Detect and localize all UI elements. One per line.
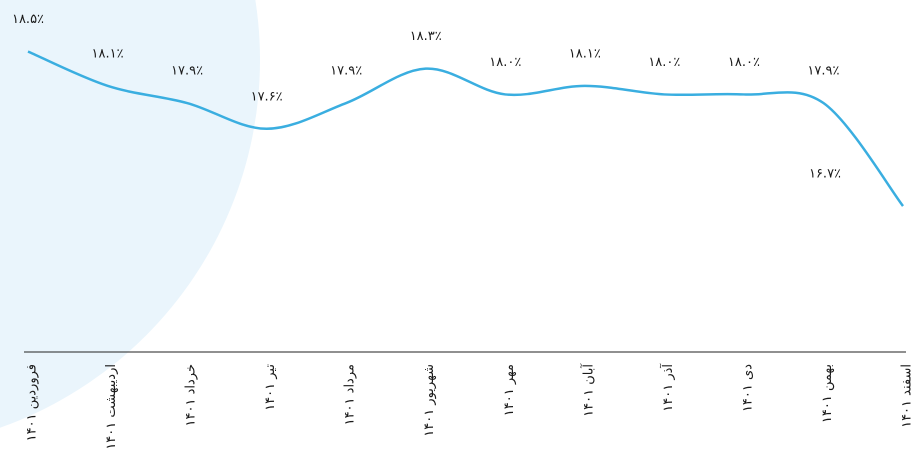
data-label: ۱۶.۷٪ — [809, 167, 841, 182]
data-label: ۱۷.۶٪ — [251, 89, 283, 104]
x-tick-label: مهر ۱۴۰۱ — [502, 364, 517, 416]
data-label: ۱۷.۹٪ — [171, 64, 203, 79]
x-tick-label: دی ۱۴۰۱ — [740, 364, 755, 412]
x-tick-label: آبان ۱۴۰۱ — [579, 363, 596, 417]
x-tick-label: تیر ۱۴۰۱ — [263, 364, 278, 411]
line — [27, 50, 904, 207]
data-label: ۱۷.۹٪ — [330, 64, 362, 79]
background-shape — [0, 0, 260, 428]
x-tick-label: اسفند ۱۴۰۱ — [900, 364, 913, 428]
data-label: ۱۸.۱٪ — [92, 46, 124, 61]
data-label: ۱۸.۰٪ — [489, 55, 521, 70]
data-label: ۱۷.۹٪ — [807, 64, 839, 79]
x-tick-label: شهریور ۱۴۰۱ — [422, 364, 437, 437]
x-tick-label: اردیبهشت ۱۴۰۱ — [104, 364, 119, 450]
data-label: ۱۸.۱٪ — [569, 46, 601, 61]
data-label: ۱۸.۰٪ — [728, 55, 760, 70]
x-tick-label: بهمن ۱۴۰۱ — [820, 364, 835, 423]
x-tick-label: خرداد ۱۴۰۱ — [184, 364, 199, 426]
data-label: ۱۸.۵٪ — [12, 12, 44, 27]
data-label: ۱۸.۳٪ — [410, 29, 442, 44]
data-label: ۱۸.۰٪ — [648, 55, 680, 70]
x-tick-label: فروردین ۱۴۰۱ — [25, 364, 40, 441]
x-tick-label: مرداد ۱۴۰۱ — [343, 364, 358, 425]
x-tick-label: آذر ۱۴۰۱ — [659, 363, 676, 412]
